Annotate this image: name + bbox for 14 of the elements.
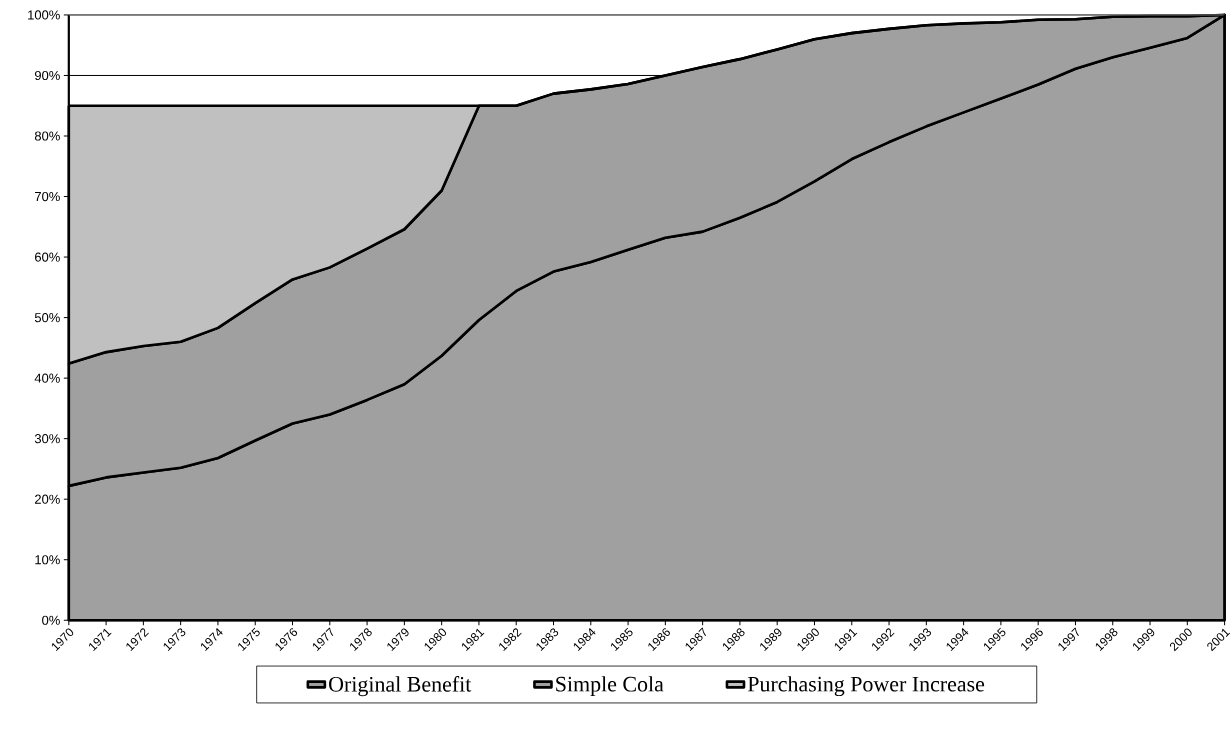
legend-label: Purchasing Power Increase (747, 676, 985, 697)
y-tick-label: 0% (42, 615, 60, 625)
y-tick-label: 90% (34, 70, 60, 81)
y-tick-label: 60% (35, 252, 60, 262)
legend-label: Simple Cola (556, 676, 664, 697)
legend-label: Original Benefit (329, 676, 472, 697)
y-tick-label: 70% (35, 191, 60, 202)
y-tick-label: 20% (35, 494, 60, 504)
y-tick-label: 10% (35, 555, 60, 565)
y-tick-label: 40% (34, 373, 60, 383)
y-tick-label: 100% (28, 10, 60, 20)
y-tick-label: 80% (34, 131, 60, 141)
y-tick-label: 30% (34, 434, 60, 444)
y-tick-label: 50% (34, 313, 60, 323)
